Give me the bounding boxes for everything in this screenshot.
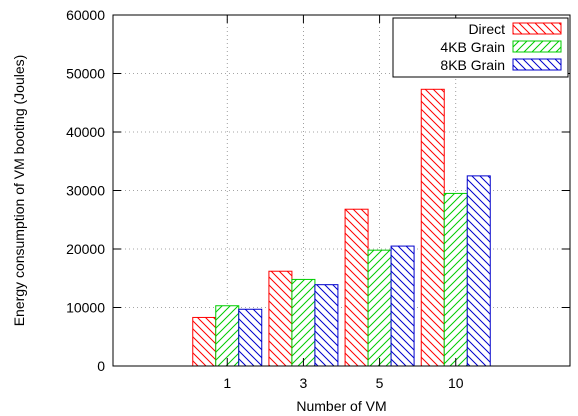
legend: Direct 4KB Grain 8KB Grain [392,17,569,78]
y-axis-ticks: 0 10000 20000 30000 40000 50000 60000 [66,7,570,374]
y-tick-label: 60000 [66,7,105,23]
bar-direct-10 [420,88,445,367]
y-tick-label: 50000 [66,66,105,82]
bar-4kb-grain-3 [291,278,316,367]
legend-label: 8KB Grain [440,57,505,73]
bar-8kb-grain-10 [466,175,491,367]
y-axis-title: Energy consumption of VM booting (Joules… [11,55,27,327]
legend-swatch [512,22,562,35]
bar-direct-5 [344,208,369,367]
bar-4kb-grain-5 [367,249,392,367]
bar-8kb-grain-3 [314,284,339,367]
bar-8kb-grain-5 [390,245,415,367]
x-tick-label: 3 [300,375,308,391]
bar-direct-3 [268,270,293,367]
legend-swatch [512,40,562,53]
bars [192,88,491,367]
x-axis-title: Number of VM [296,398,386,414]
bar-4kb-grain-1 [215,305,240,367]
bar-4kb-grain-10 [443,192,468,367]
x-tick-label: 1 [223,375,231,391]
y-tick-label: 10000 [66,300,105,316]
y-tick-label: 40000 [66,124,105,140]
legend-label: Direct [468,21,505,37]
x-tick-label: 5 [376,375,384,391]
y-tick-label: 30000 [66,183,105,199]
bar-direct-1 [192,316,217,367]
legend-swatch [512,58,562,71]
y-tick-label: 0 [97,358,105,374]
y-tick-label: 20000 [66,241,105,257]
x-tick-label: 10 [448,375,464,391]
bar-8kb-grain-1 [238,308,263,367]
legend-label: 4KB Grain [440,39,505,55]
